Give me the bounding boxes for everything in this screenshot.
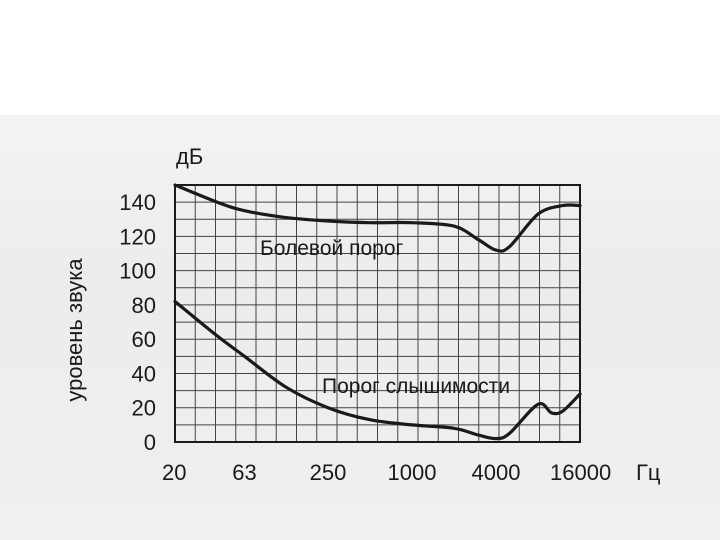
y-tick-label: 140 bbox=[119, 190, 156, 215]
x-unit-label: Гц bbox=[636, 460, 661, 485]
x-tick-label: 250 bbox=[310, 460, 347, 485]
x-tick-label: 1000 bbox=[388, 460, 437, 485]
x-tick-label: 63 bbox=[232, 460, 256, 485]
chart-grid bbox=[175, 185, 580, 442]
y-tick-labels: 0 20 40 60 80 100 120 140 bbox=[119, 190, 156, 455]
y-tick-label: 100 bbox=[119, 259, 156, 284]
y-tick-label: 0 bbox=[144, 430, 156, 455]
plot-frame bbox=[174, 184, 581, 443]
y-tick-label: 40 bbox=[132, 361, 156, 386]
x-tick-label: 20 bbox=[162, 460, 186, 485]
series-label-pain-threshold: Болевой порог bbox=[260, 237, 404, 260]
y-axis-label: уровень звука bbox=[62, 258, 87, 402]
y-tick-label: 60 bbox=[132, 327, 156, 352]
hearing-threshold-curve bbox=[173, 299, 582, 441]
y-tick-label: 120 bbox=[119, 224, 156, 249]
y-tick-label: 20 bbox=[132, 396, 156, 421]
y-tick-label: 80 bbox=[132, 293, 156, 318]
y-unit-label: дБ bbox=[176, 144, 203, 169]
x-tick-label: 4000 bbox=[472, 460, 521, 485]
series-layer bbox=[173, 183, 582, 441]
pain-threshold-curve bbox=[173, 183, 582, 253]
x-tick-labels: 20 63 250 1000 4000 16000 bbox=[162, 460, 611, 485]
x-tick-label: 16000 bbox=[550, 460, 611, 485]
series-label-hearing-threshold: Порог слышимости bbox=[322, 375, 510, 398]
